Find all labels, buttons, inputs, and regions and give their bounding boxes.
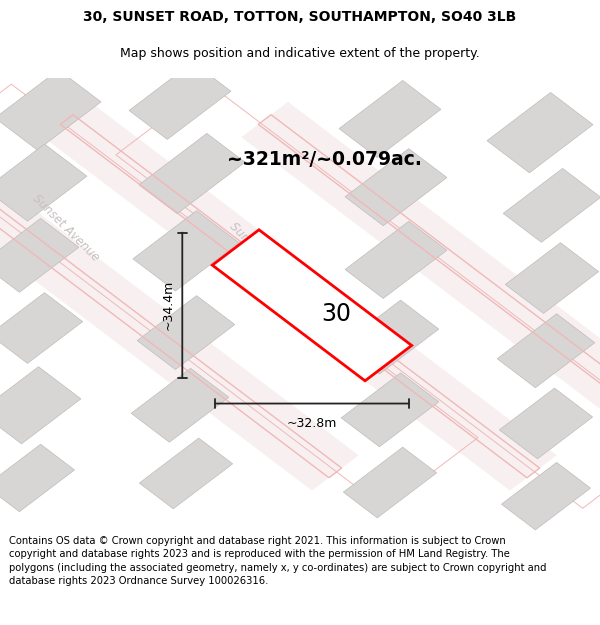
Polygon shape bbox=[487, 92, 593, 172]
Polygon shape bbox=[345, 149, 447, 226]
Polygon shape bbox=[505, 242, 599, 313]
Polygon shape bbox=[0, 70, 101, 150]
Polygon shape bbox=[129, 62, 231, 139]
Polygon shape bbox=[0, 444, 74, 512]
Polygon shape bbox=[131, 368, 229, 442]
Text: 30: 30 bbox=[321, 302, 351, 326]
Polygon shape bbox=[0, 144, 87, 221]
Polygon shape bbox=[137, 296, 235, 369]
Polygon shape bbox=[133, 211, 239, 291]
Text: ~32.8m: ~32.8m bbox=[287, 417, 337, 430]
Text: Map shows position and indicative extent of the property.: Map shows position and indicative extent… bbox=[120, 47, 480, 59]
Polygon shape bbox=[0, 292, 83, 363]
Polygon shape bbox=[139, 438, 233, 509]
Polygon shape bbox=[241, 102, 600, 491]
Polygon shape bbox=[341, 300, 439, 374]
Polygon shape bbox=[0, 218, 79, 292]
Polygon shape bbox=[0, 367, 81, 444]
Polygon shape bbox=[497, 314, 595, 388]
Polygon shape bbox=[139, 133, 245, 214]
Polygon shape bbox=[212, 230, 412, 381]
Text: ~321m²/~0.079ac.: ~321m²/~0.079ac. bbox=[227, 151, 421, 169]
Polygon shape bbox=[499, 388, 593, 459]
Polygon shape bbox=[341, 373, 439, 447]
Polygon shape bbox=[339, 81, 441, 158]
Text: Sunset Road: Sunset Road bbox=[227, 220, 289, 282]
Text: ~34.4m: ~34.4m bbox=[162, 280, 175, 331]
Polygon shape bbox=[503, 168, 600, 242]
Text: 30, SUNSET ROAD, TOTTON, SOUTHAMPTON, SO40 3LB: 30, SUNSET ROAD, TOTTON, SOUTHAMPTON, SO… bbox=[83, 10, 517, 24]
Polygon shape bbox=[0, 102, 359, 491]
Text: Sunset Avenue: Sunset Avenue bbox=[30, 192, 102, 264]
Text: Contains OS data © Crown copyright and database right 2021. This information is : Contains OS data © Crown copyright and d… bbox=[9, 536, 547, 586]
Polygon shape bbox=[502, 462, 590, 530]
Polygon shape bbox=[345, 221, 447, 298]
Polygon shape bbox=[43, 102, 557, 491]
Polygon shape bbox=[343, 447, 437, 518]
